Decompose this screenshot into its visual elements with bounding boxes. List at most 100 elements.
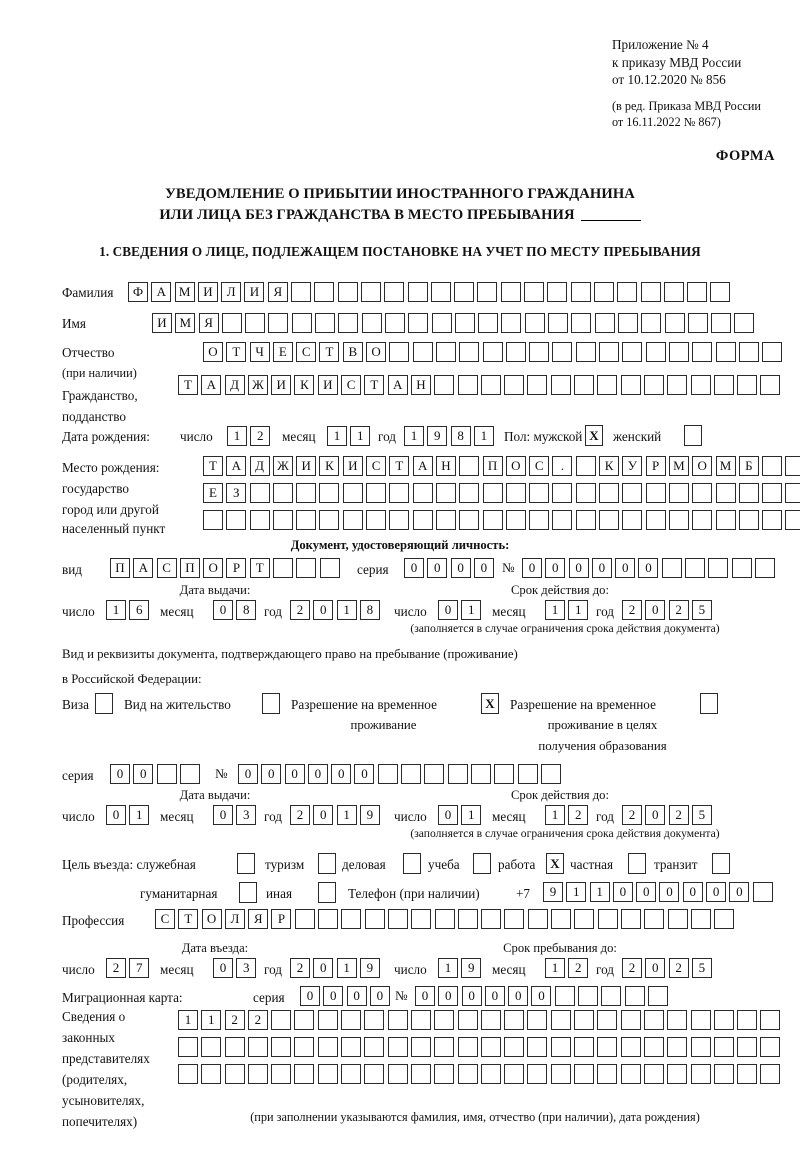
char-cell[interactable]: П: [179, 558, 200, 578]
char-cell[interactable]: 0: [636, 882, 657, 902]
char-cell[interactable]: [643, 1037, 664, 1057]
char-cell[interactable]: [713, 1037, 734, 1057]
char-cell[interactable]: 0: [213, 958, 233, 978]
sex-male-checkbox[interactable]: X: [585, 425, 603, 446]
char-cell[interactable]: И: [244, 282, 265, 302]
char-cell[interactable]: 0: [706, 882, 727, 902]
char-cell[interactable]: [457, 1010, 478, 1030]
char-cell[interactable]: О: [203, 558, 224, 578]
char-cell[interactable]: [500, 282, 521, 302]
char-cell[interactable]: О: [203, 342, 223, 362]
char-cell[interactable]: [430, 282, 451, 302]
char-cell[interactable]: [480, 1010, 501, 1030]
char-cell[interactable]: 1: [227, 426, 247, 446]
char-cell[interactable]: 0: [323, 986, 344, 1006]
char-cell[interactable]: [594, 313, 615, 333]
char-cell[interactable]: 1: [404, 426, 424, 446]
char-cell[interactable]: С: [296, 342, 317, 362]
char-cell[interactable]: [617, 282, 638, 302]
char-cell[interactable]: [667, 375, 688, 395]
char-cell[interactable]: [661, 558, 682, 578]
char-cell[interactable]: [294, 1064, 315, 1084]
char-cell[interactable]: Н: [435, 456, 456, 476]
char-cell[interactable]: [708, 558, 729, 578]
char-cell[interactable]: [457, 1037, 478, 1057]
char-cell[interactable]: [685, 558, 706, 578]
char-cell[interactable]: [540, 764, 561, 784]
char-cell[interactable]: [737, 1037, 758, 1057]
purpose-private-checkbox[interactable]: [628, 853, 646, 874]
char-cell[interactable]: [480, 1037, 501, 1057]
char-cell[interactable]: [667, 1037, 688, 1057]
char-cell[interactable]: [504, 1010, 525, 1030]
char-cell[interactable]: 1: [545, 600, 565, 620]
char-cell[interactable]: [361, 313, 382, 333]
char-cell[interactable]: [341, 1037, 362, 1057]
char-cell[interactable]: У: [622, 456, 643, 476]
char-cell[interactable]: 0: [110, 764, 130, 784]
char-cell[interactable]: 1: [336, 805, 357, 825]
char-cell[interactable]: [668, 510, 689, 530]
char-cell[interactable]: [552, 510, 573, 530]
char-cell[interactable]: [224, 1037, 245, 1057]
char-cell[interactable]: [645, 342, 666, 362]
char-cell[interactable]: [434, 1010, 455, 1030]
char-cell[interactable]: [201, 1064, 222, 1084]
char-cell[interactable]: Р: [645, 456, 666, 476]
char-cell[interactable]: [620, 375, 641, 395]
char-cell[interactable]: [575, 456, 596, 476]
char-cell[interactable]: Л: [224, 909, 245, 929]
char-cell[interactable]: 0: [427, 558, 448, 578]
char-cell[interactable]: [760, 375, 781, 395]
char-cell[interactable]: [527, 1064, 548, 1084]
char-cell[interactable]: 1: [336, 958, 357, 978]
char-cell[interactable]: [737, 1010, 758, 1030]
char-cell[interactable]: [762, 342, 783, 362]
char-cell[interactable]: [738, 510, 759, 530]
char-cell[interactable]: С: [156, 558, 177, 578]
char-cell[interactable]: С: [341, 375, 362, 395]
char-cell[interactable]: 5: [691, 805, 712, 825]
char-cell[interactable]: 0: [568, 558, 589, 578]
char-cell[interactable]: [760, 1064, 781, 1084]
char-cell[interactable]: А: [387, 375, 408, 395]
char-cell[interactable]: [524, 282, 545, 302]
char-cell[interactable]: 0: [261, 764, 282, 784]
char-cell[interactable]: [645, 483, 666, 503]
sex-female-checkbox[interactable]: [684, 425, 702, 446]
char-cell[interactable]: [667, 909, 688, 929]
char-cell[interactable]: [570, 282, 591, 302]
temp-residence-edu-checkbox[interactable]: [700, 693, 718, 714]
char-cell[interactable]: [319, 483, 340, 503]
char-cell[interactable]: [296, 483, 317, 503]
char-cell[interactable]: [715, 483, 736, 503]
char-cell[interactable]: [599, 342, 620, 362]
char-cell[interactable]: 9: [427, 426, 448, 446]
purpose-work-checkbox[interactable]: X: [546, 853, 564, 874]
char-cell[interactable]: А: [151, 282, 172, 302]
char-cell[interactable]: [547, 282, 568, 302]
char-cell[interactable]: 0: [645, 958, 666, 978]
char-cell[interactable]: О: [366, 342, 387, 362]
char-cell[interactable]: В: [342, 342, 363, 362]
char-cell[interactable]: Д: [249, 456, 270, 476]
purpose-official-checkbox[interactable]: [237, 853, 255, 874]
char-cell[interactable]: П: [110, 558, 130, 578]
char-cell[interactable]: С: [366, 456, 387, 476]
char-cell[interactable]: 0: [307, 764, 328, 784]
birthplace-input-row3[interactable]: [203, 510, 800, 530]
char-cell[interactable]: [710, 282, 731, 302]
